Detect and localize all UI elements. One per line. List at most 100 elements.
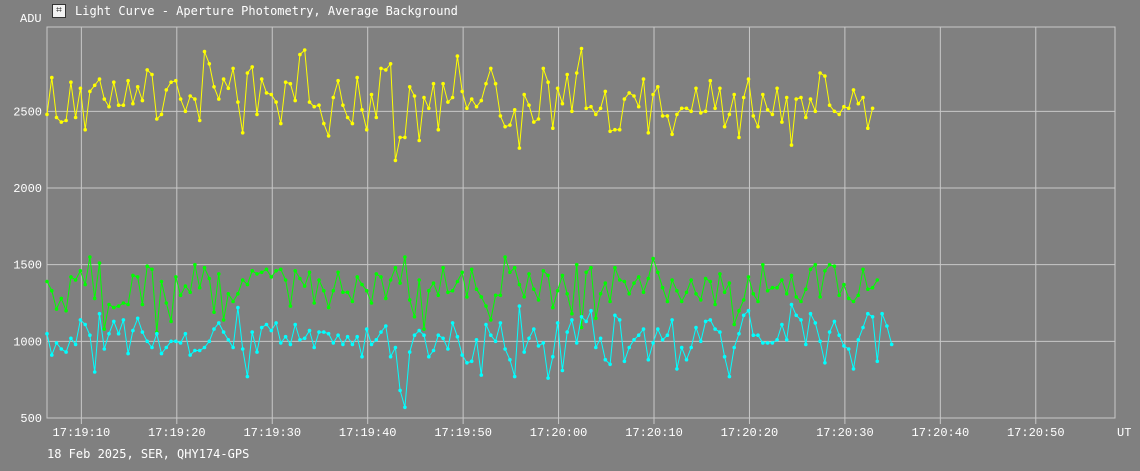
data-point bbox=[331, 95, 336, 100]
data-point bbox=[202, 49, 207, 54]
data-point bbox=[403, 255, 407, 259]
data-point bbox=[799, 299, 803, 304]
data-point bbox=[856, 101, 861, 106]
data-point bbox=[718, 272, 722, 276]
data-point bbox=[493, 293, 498, 298]
x-tick-label: 17:20:10 bbox=[625, 426, 683, 440]
data-point bbox=[116, 304, 121, 308]
data-point bbox=[178, 293, 183, 298]
data-point bbox=[88, 333, 92, 338]
data-point bbox=[159, 279, 164, 284]
data-point bbox=[651, 341, 655, 345]
light-curve-app-icon[interactable]: ⌗ bbox=[52, 4, 66, 18]
data-point bbox=[274, 269, 278, 273]
data-point bbox=[856, 293, 861, 298]
data-point bbox=[436, 333, 441, 338]
data-point bbox=[355, 334, 360, 339]
data-point bbox=[517, 146, 522, 150]
data-point bbox=[856, 338, 861, 342]
plot-frame bbox=[46, 26, 1116, 419]
data-point bbox=[45, 331, 49, 336]
data-point bbox=[317, 330, 321, 334]
x-tick-label: 17:19:30 bbox=[243, 426, 301, 440]
data-point bbox=[422, 327, 426, 331]
data-point bbox=[741, 298, 746, 302]
data-point bbox=[517, 304, 522, 308]
data-point bbox=[508, 123, 512, 127]
data-point bbox=[627, 292, 631, 296]
data-point bbox=[255, 350, 259, 354]
data-point bbox=[589, 265, 593, 270]
data-point bbox=[250, 65, 254, 69]
data-point bbox=[770, 285, 775, 290]
data-point bbox=[259, 270, 264, 275]
data-point bbox=[145, 264, 149, 269]
data-point bbox=[546, 80, 550, 84]
data-point bbox=[503, 124, 507, 129]
data-point bbox=[675, 367, 679, 371]
data-point bbox=[384, 324, 388, 328]
data-point bbox=[350, 121, 355, 126]
data-point bbox=[412, 315, 417, 319]
data-point bbox=[813, 321, 818, 325]
data-point bbox=[846, 106, 851, 111]
data-point bbox=[264, 267, 269, 272]
data-point bbox=[326, 134, 331, 138]
data-point bbox=[713, 302, 717, 307]
data-point bbox=[145, 339, 149, 344]
data-point bbox=[784, 338, 789, 342]
data-point bbox=[722, 354, 727, 359]
data-point bbox=[92, 83, 97, 88]
data-point bbox=[636, 275, 641, 279]
data-point bbox=[417, 328, 422, 333]
data-point bbox=[326, 331, 331, 336]
data-point bbox=[727, 112, 732, 117]
data-point bbox=[641, 327, 646, 331]
data-point bbox=[479, 295, 484, 299]
data-point bbox=[283, 278, 288, 282]
data-point bbox=[169, 339, 173, 344]
data-point bbox=[388, 62, 393, 66]
data-point bbox=[59, 296, 64, 301]
data-point bbox=[197, 348, 202, 353]
data-point bbox=[551, 126, 555, 130]
data-series bbox=[45, 46, 894, 410]
data-point bbox=[784, 95, 789, 100]
data-point bbox=[307, 100, 312, 104]
data-point bbox=[866, 126, 870, 130]
data-point bbox=[465, 106, 469, 111]
x-tick-label: 17:19:40 bbox=[339, 426, 397, 440]
data-point bbox=[207, 62, 212, 66]
data-point bbox=[259, 325, 264, 330]
data-point bbox=[427, 288, 431, 293]
data-point bbox=[388, 278, 393, 282]
data-point bbox=[231, 66, 235, 71]
data-point bbox=[226, 292, 231, 296]
data-point bbox=[364, 127, 369, 132]
data-point bbox=[159, 112, 164, 117]
data-point bbox=[565, 72, 569, 77]
data-point bbox=[627, 91, 631, 95]
data-point bbox=[699, 298, 703, 302]
data-point bbox=[551, 354, 555, 359]
data-point bbox=[64, 308, 68, 313]
data-point bbox=[393, 158, 398, 163]
data-point bbox=[727, 281, 732, 285]
data-point bbox=[279, 341, 283, 345]
data-point bbox=[627, 345, 631, 350]
data-point bbox=[522, 92, 526, 97]
data-point bbox=[651, 256, 655, 261]
data-point bbox=[474, 338, 479, 342]
data-point bbox=[532, 327, 536, 331]
data-point bbox=[813, 109, 818, 114]
data-point bbox=[188, 290, 192, 295]
data-point bbox=[388, 354, 393, 359]
data-point bbox=[579, 325, 584, 330]
data-point bbox=[598, 292, 603, 296]
y-tick-label: 1500 bbox=[13, 259, 42, 273]
data-point bbox=[78, 318, 83, 322]
data-point bbox=[546, 273, 550, 278]
data-point bbox=[632, 338, 636, 342]
data-point bbox=[69, 80, 73, 84]
data-point bbox=[870, 285, 875, 290]
